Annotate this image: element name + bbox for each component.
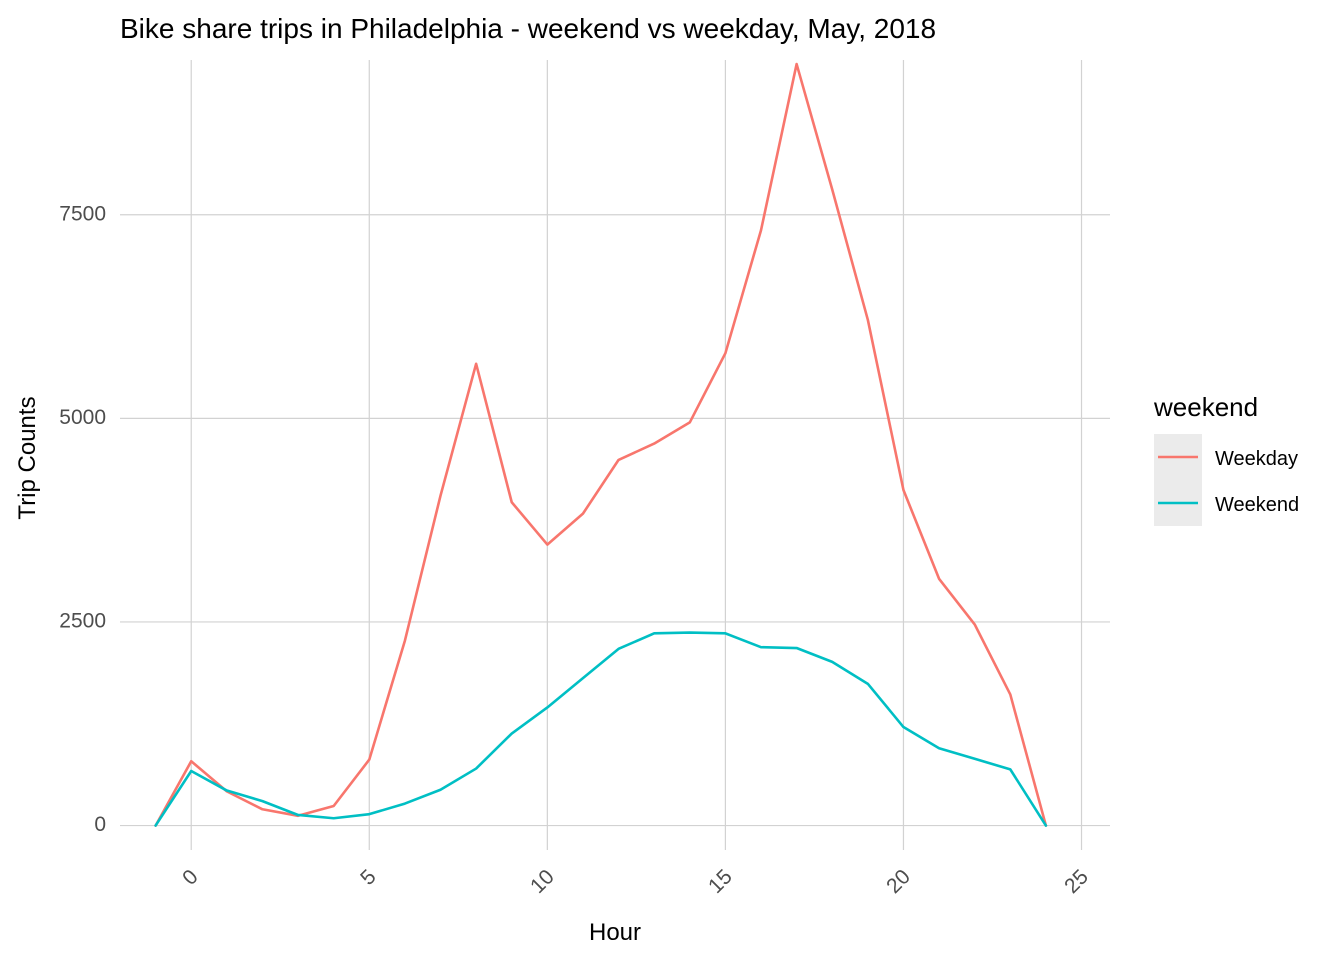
y-tick-label-0: 0 — [94, 813, 106, 836]
legend-label-weekend: Weekend — [1215, 494, 1299, 516]
series-line-weekend — [154, 631, 1048, 827]
series-line-weekday — [154, 62, 1048, 827]
x-tick-label-5: 5 — [356, 865, 381, 890]
x-tick-label-25: 25 — [1060, 865, 1093, 898]
y-axis-title: Trip Counts — [14, 396, 41, 519]
series-layer — [154, 62, 1048, 827]
x-tick-label-20: 20 — [882, 865, 915, 898]
x-tick-label-10: 10 — [526, 865, 559, 898]
y-tick-label-2500: 2500 — [59, 610, 106, 633]
x-tick-label-0: 0 — [178, 865, 203, 890]
y-tick-label-7500: 7500 — [59, 202, 106, 225]
x-tick-label-15: 15 — [704, 865, 737, 898]
chart-title: Bike share trips in Philadelphia - weeke… — [120, 13, 936, 44]
y-tick-label-5000: 5000 — [59, 406, 106, 429]
legend-label-weekday: Weekday — [1215, 448, 1298, 470]
tick-layer: 0 5 10 15 20 25 0 2500 5000 7500 — [59, 202, 1093, 898]
grid-layer — [120, 60, 1110, 850]
legend-title: weekend — [1153, 392, 1258, 422]
x-axis-title: Hour — [589, 919, 641, 946]
legend: weekend Weekday Weekend — [1153, 392, 1299, 526]
